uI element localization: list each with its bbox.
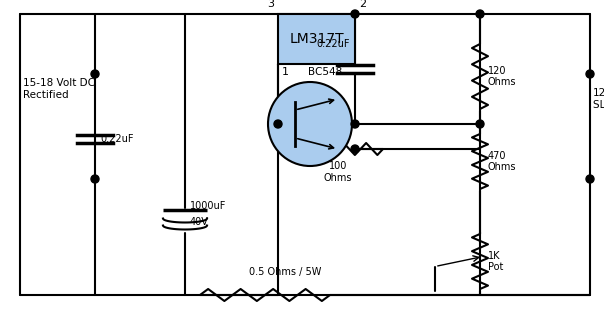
- Text: 470
Ohms: 470 Ohms: [488, 151, 516, 172]
- Circle shape: [476, 120, 484, 128]
- Circle shape: [91, 175, 99, 183]
- Text: 3: 3: [267, 0, 274, 9]
- Text: 0.22uF: 0.22uF: [316, 39, 350, 49]
- Circle shape: [586, 70, 594, 78]
- Text: 12V
SLA Battery: 12V SLA Battery: [593, 88, 604, 110]
- Circle shape: [476, 10, 484, 18]
- Text: 15-18 Volt DC
Rectified: 15-18 Volt DC Rectified: [23, 78, 95, 100]
- Circle shape: [351, 145, 359, 153]
- Text: BC548: BC548: [308, 67, 342, 77]
- Text: 0.22uF: 0.22uF: [100, 134, 133, 144]
- Text: 2: 2: [359, 0, 366, 9]
- Text: 1: 1: [282, 67, 289, 77]
- Text: LM317T: LM317T: [289, 32, 344, 46]
- Circle shape: [586, 175, 594, 183]
- Text: 0.5 Ohms / 5W: 0.5 Ohms / 5W: [249, 267, 321, 277]
- Circle shape: [351, 120, 359, 128]
- Circle shape: [351, 10, 359, 18]
- Bar: [278, 14, 355, 64]
- Text: 100
Ohms: 100 Ohms: [324, 161, 352, 183]
- Text: 40V: 40V: [190, 217, 209, 227]
- Text: 1000uF: 1000uF: [190, 201, 226, 211]
- Circle shape: [268, 82, 352, 166]
- Circle shape: [274, 120, 282, 128]
- Text: 120
Ohms: 120 Ohms: [488, 66, 516, 87]
- Circle shape: [91, 70, 99, 78]
- Text: 1K
Pot: 1K Pot: [488, 251, 503, 272]
